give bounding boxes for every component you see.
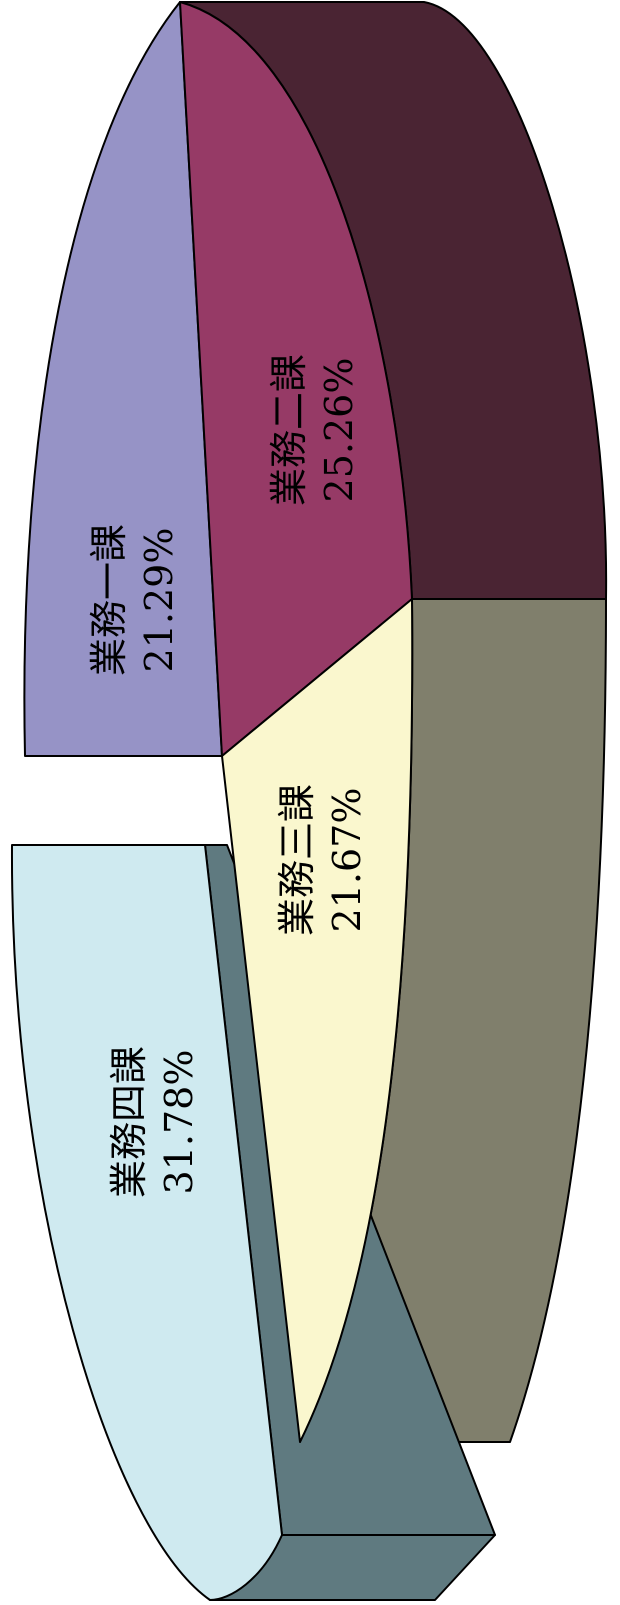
slice-top-3 bbox=[221, 598, 414, 1443]
slice-top-1 bbox=[23, 1, 223, 757]
pie-tops bbox=[10, 1, 414, 1601]
slice-label-4-name: 業務四課 bbox=[107, 1046, 151, 1198]
slice-label-3-name: 業務三課 bbox=[275, 784, 319, 936]
slice-label-1-value: 21.29% bbox=[137, 528, 181, 673]
slice-label-4-value: 31.78% bbox=[157, 1050, 201, 1195]
slice-top-2 bbox=[179, 1, 413, 757]
slice-label-2-value: 25.26% bbox=[317, 358, 361, 503]
slice-top-4 bbox=[10, 844, 283, 1601]
slice-label-3-value: 21.67% bbox=[325, 788, 369, 933]
slice-label-2-name: 業務二課 bbox=[267, 354, 311, 506]
slice-label-1-name: 業務一課 bbox=[87, 524, 131, 676]
pie-labels: 業務一課 21.29% 業務二課 25.26% 業務三課 21.67% 業務四課… bbox=[87, 354, 369, 1198]
